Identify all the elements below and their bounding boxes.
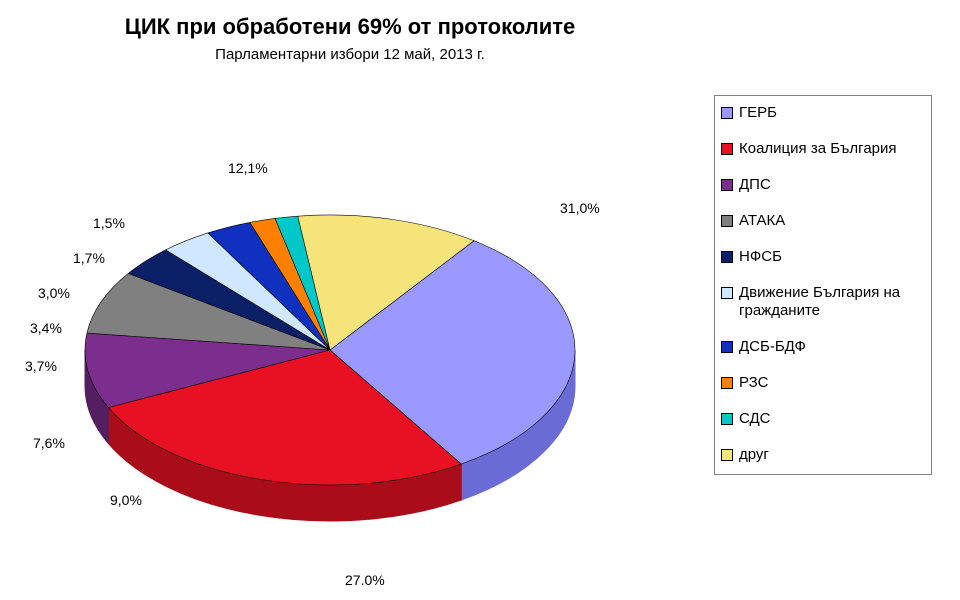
legend-item: ДПС	[721, 176, 925, 194]
legend-label: друг	[739, 446, 769, 464]
slice-label: 1,7%	[73, 250, 105, 266]
legend-label: ДПС	[739, 176, 771, 194]
legend-swatch	[721, 251, 733, 263]
slice-label: 3,4%	[30, 320, 62, 336]
legend-label: Коалиция за България	[739, 140, 897, 158]
legend: ГЕРБ Коалиция за България ДПС АТАКА НФСБ Движ…	[714, 95, 932, 475]
legend-label: АТАКА	[739, 212, 785, 230]
legend-swatch	[721, 215, 733, 227]
slice-label: 12,1%	[228, 160, 268, 176]
legend-swatch	[721, 449, 733, 461]
slice-label: 27.0%	[345, 572, 385, 588]
legend-item: СДС	[721, 410, 925, 428]
chart-subtitle: Парламентарни избори 12 май, 2013 г.	[0, 46, 700, 63]
legend-swatch	[721, 341, 733, 353]
legend-swatch	[721, 107, 733, 119]
chart-container: ЦИК при обработени 69% от протоколите Па…	[0, 0, 960, 600]
legend-swatch	[721, 179, 733, 191]
legend-label: ДСБ-БДФ	[739, 338, 806, 356]
slice-label: 1,5%	[93, 215, 125, 231]
legend-label: НФСБ	[739, 248, 782, 266]
legend-item: ГЕРБ	[721, 104, 925, 122]
legend-item: Коалиция за България	[721, 140, 925, 158]
slice-label: 3,7%	[25, 358, 57, 374]
legend-label: РЗС	[739, 374, 768, 392]
slice-label: 31,0%	[560, 200, 600, 216]
legend-swatch	[721, 413, 733, 425]
legend-swatch	[721, 287, 733, 299]
legend-swatch	[721, 377, 733, 389]
slice-label: 7,6%	[33, 435, 65, 451]
legend-item: АТАКА	[721, 212, 925, 230]
legend-item: РЗС	[721, 374, 925, 392]
legend-item: ДСБ-БДФ	[721, 338, 925, 356]
pie-chart	[20, 90, 660, 600]
chart-title: ЦИК при обработени 69% от протоколите	[0, 14, 700, 40]
legend-item: Движение България на гражданите	[721, 284, 925, 320]
legend-label: СДС	[739, 410, 771, 428]
slice-label: 9,0%	[110, 492, 142, 508]
legend-swatch	[721, 143, 733, 155]
legend-item: НФСБ	[721, 248, 925, 266]
legend-label: ГЕРБ	[739, 104, 777, 122]
legend-item: друг	[721, 446, 925, 464]
legend-label: Движение България на гражданите	[739, 284, 925, 320]
slice-label: 3,0%	[38, 285, 70, 301]
